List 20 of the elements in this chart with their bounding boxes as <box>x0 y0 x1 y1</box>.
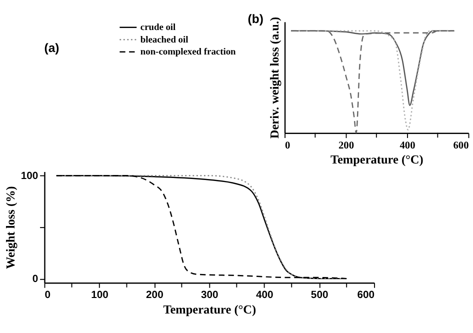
x-axis-title: Temperature (°C) <box>330 152 424 166</box>
x-tick-label: 100 <box>91 290 109 302</box>
x-tick-label: 300 <box>201 290 219 302</box>
chart-title: (a) <box>44 40 60 55</box>
x-tick-label: 400 <box>400 140 416 152</box>
x-tick-label: 600 <box>453 140 469 152</box>
y-axis-title: Weight loss (%) <box>3 186 18 270</box>
x-tick-label: 200 <box>146 290 164 302</box>
x-tick-label: 0 <box>44 290 51 302</box>
legend-label: crude oil <box>140 23 176 34</box>
legend-label: bleached oil <box>140 35 189 46</box>
legend-label: non-complexed fraction <box>140 48 237 58</box>
x-tick-label: 0 <box>285 140 290 152</box>
x-tick-label: 600 <box>357 290 375 302</box>
x-tick-label: 200 <box>338 140 354 152</box>
x-tick-label: 400 <box>256 290 274 302</box>
x-tick-label: 500 <box>310 290 328 302</box>
chart-title: (b) <box>248 12 264 26</box>
y-axis-title: Deriv. weight loss (a.u.) <box>267 16 282 139</box>
x-axis-title: Temperature (°C) <box>163 302 256 316</box>
